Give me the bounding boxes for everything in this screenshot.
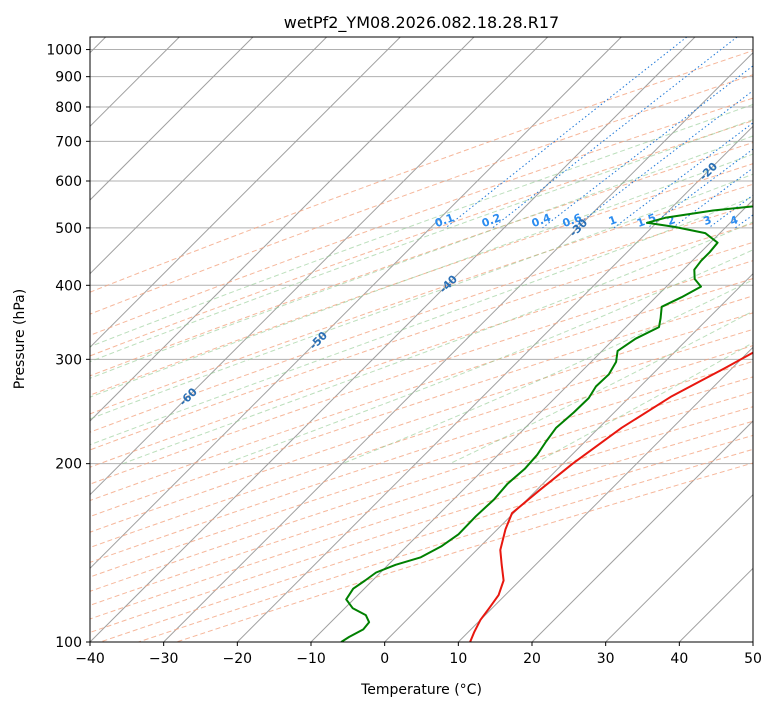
y-tick-label: 100	[55, 635, 82, 651]
x-tick-label: 0	[380, 651, 389, 667]
x-tick-label: 10	[449, 651, 467, 667]
y-tick-label: 1000	[46, 43, 82, 59]
y-tick-label: 800	[55, 100, 82, 116]
x-tick-label: −40	[75, 651, 105, 667]
x-tick-label: 20	[523, 651, 541, 667]
y-tick-label: 700	[55, 134, 82, 150]
x-axis-label: Temperature (°C)	[360, 682, 482, 698]
y-tick-label: 300	[55, 352, 82, 368]
x-tick-label: −30	[149, 651, 179, 667]
y-axis-label: Pressure (hPa)	[12, 289, 28, 389]
x-tick-label: −20	[223, 651, 253, 667]
x-tick-label: 40	[670, 651, 688, 667]
y-tick-label: 600	[55, 174, 82, 190]
y-tick-label: 200	[55, 457, 82, 473]
x-tick-label: 50	[744, 651, 762, 667]
y-tick-label: 500	[55, 221, 82, 237]
x-tick-label: 30	[597, 651, 615, 667]
y-tick-label: 900	[55, 70, 82, 86]
y-tick-label: 400	[55, 278, 82, 294]
chart-title: wetPf2_YM08.2026.082.18.28.R17	[284, 13, 559, 33]
x-tick-label: −10	[296, 651, 326, 667]
